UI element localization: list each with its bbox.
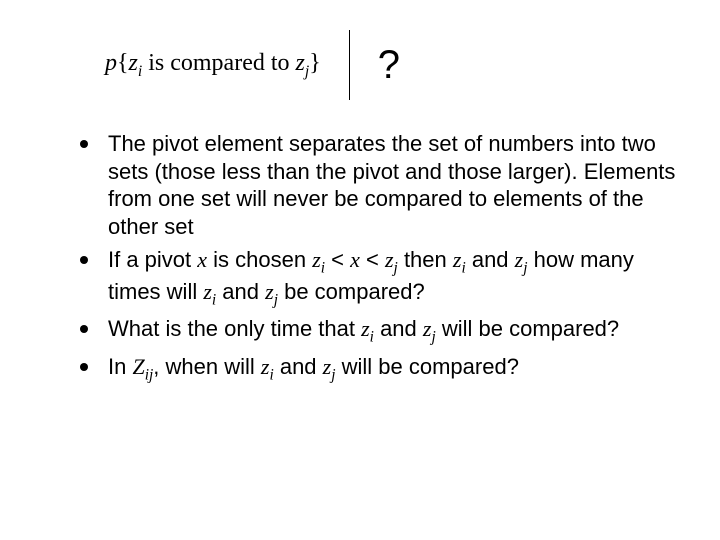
formula-expression: p{zi is compared to zj} xyxy=(105,50,321,81)
formula-middle: is compared to xyxy=(142,50,295,76)
question-mark: ? xyxy=(378,43,400,88)
formula-lbrace: { xyxy=(117,50,129,76)
formula-z1: z xyxy=(129,50,138,76)
divider-line xyxy=(349,30,350,100)
list-item: If a pivot x is chosen zi < x < zj then … xyxy=(80,246,680,309)
slide: p{zi is compared to zj} ? The pivot elem… xyxy=(0,0,720,540)
list-item: In Zij, when will zi and zj will be comp… xyxy=(80,353,680,385)
formula-z2: z xyxy=(296,50,305,76)
formula-row: p{zi is compared to zj} ? xyxy=(105,30,680,100)
bullet-list: The pivot element separates the set of n… xyxy=(80,130,680,385)
list-item: What is the only time that zi and zj wil… xyxy=(80,315,680,347)
list-item: The pivot element separates the set of n… xyxy=(80,130,680,240)
formula-rbrace: } xyxy=(309,50,321,76)
formula-p: p xyxy=(105,50,117,76)
